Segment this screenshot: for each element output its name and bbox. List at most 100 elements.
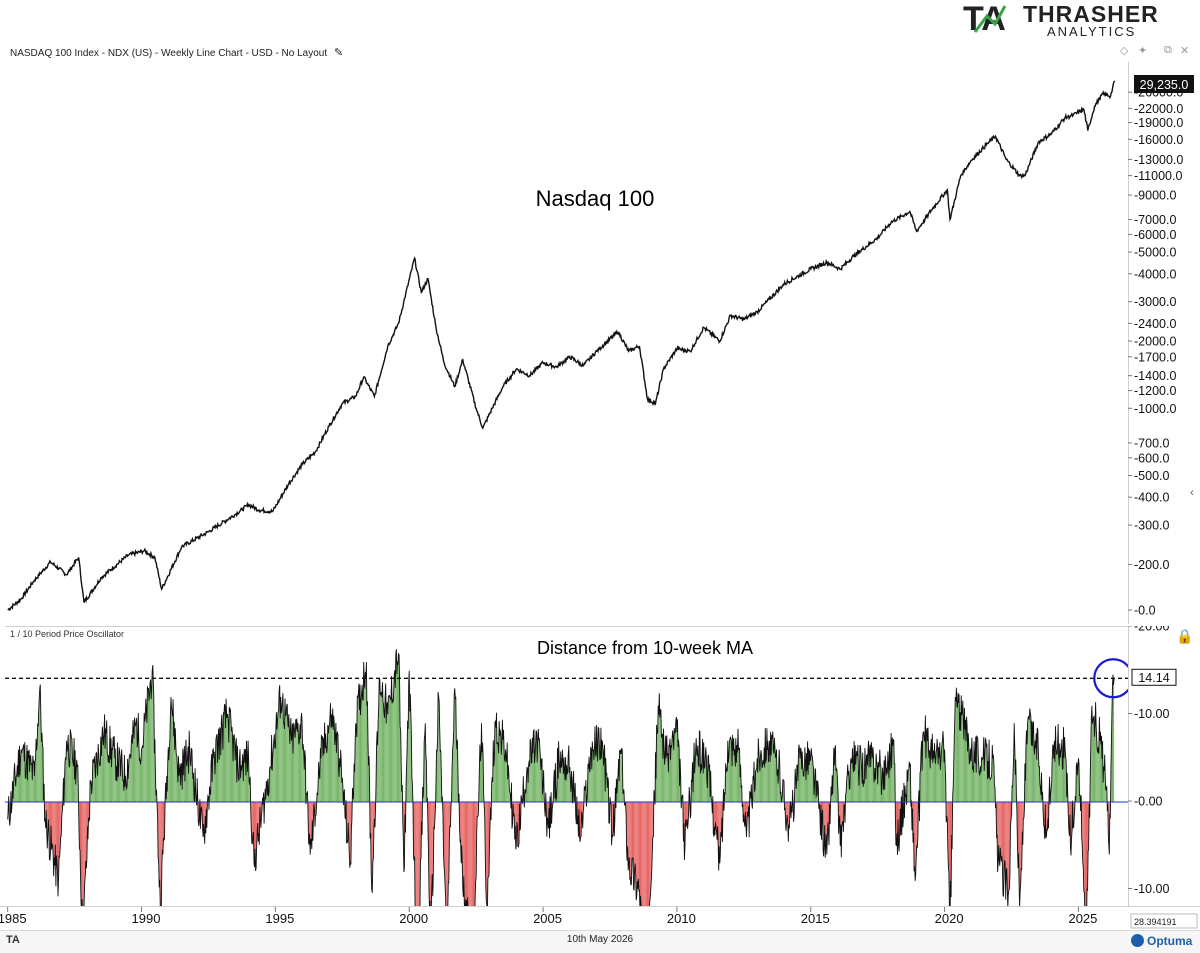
oscillator-area-segment: [1097, 747, 1099, 802]
diamond-icon[interactable]: ◇: [1120, 45, 1129, 57]
oscillator-area-segment: [650, 802, 652, 891]
oscillator-area-segment: [141, 747, 143, 802]
oscillator-panel[interactable]: Distance from 10-week MA: [5, 626, 1134, 953]
oscillator-area-segment: [810, 748, 812, 802]
oscillator-area-segment: [290, 718, 291, 802]
oscillator-area-segment: [273, 741, 274, 802]
lock-icon[interactable]: 🔒: [1176, 628, 1193, 645]
oscillator-area-segment: [454, 688, 456, 802]
oscillator-area-segment: [381, 682, 383, 802]
oscillator-area-segment: [928, 751, 930, 802]
oscillator-area-segment: [99, 765, 101, 802]
oscillator-area-segment: [464, 802, 466, 918]
oscillator-area-segment: [431, 802, 433, 890]
oscillator-area-segment: [1006, 802, 1008, 888]
oscillator-area-segment: [283, 722, 284, 802]
oscillator-area-segment: [584, 787, 586, 802]
oscillator-area-segment: [416, 802, 417, 953]
restore-icon[interactable]: ⧉: [1164, 44, 1172, 56]
oscillator-area-segment: [131, 734, 133, 802]
oscillator-area-segment: [447, 802, 448, 910]
oscillator-area-segment: [701, 764, 702, 802]
oscillator-area-segment: [956, 706, 958, 802]
oscillator-area-segment: [285, 715, 287, 802]
oscillator-area-segment: [674, 728, 675, 802]
oscillator-area-segment: [147, 686, 148, 802]
oscillator-area-segment: [633, 802, 635, 891]
collapse-arrow-icon[interactable]: ‹: [1190, 485, 1194, 499]
oscillator-area-segment: [636, 802, 638, 896]
oscillator-area-segment: [287, 720, 289, 802]
oscillator-area-segment: [1046, 802, 1047, 837]
oscillator-area-segment: [36, 738, 37, 802]
pin-icon[interactable]: ✦: [1138, 45, 1148, 57]
osc-tick-label: -20.00: [1134, 626, 1169, 634]
oscillator-area-segment: [1004, 802, 1005, 872]
x-tick-label: 2015: [801, 911, 830, 926]
oscillator-area-segment: [233, 734, 235, 802]
oscillator-area-segment: [1057, 744, 1058, 802]
oscillator-area-segment: [142, 746, 144, 802]
oscillator-area-segment: [21, 749, 23, 802]
oscillator-area-segment: [130, 755, 131, 802]
oscillator-area-segment: [186, 763, 188, 802]
oscillator-area-segment: [84, 802, 86, 881]
oscillator-area-segment: [658, 705, 659, 802]
oscillator-area-segment: [390, 698, 392, 802]
oscillator-area-segment: [392, 699, 393, 802]
oscillator-area-segment: [506, 757, 507, 802]
oscillator-area-segment: [985, 739, 987, 802]
oscillator-area-segment: [499, 721, 500, 802]
oscillator-title: 1 / 10 Period Price Oscillator: [10, 629, 125, 639]
logo-sub: ANALYTICS: [1047, 24, 1136, 39]
oscillator-area-segment: [502, 719, 503, 802]
oscillator-area-segment: [333, 715, 334, 802]
oscillator-area-segment: [72, 758, 73, 802]
oscillator-area-segment: [430, 802, 432, 942]
oscillator-area-segment: [364, 671, 366, 802]
oscillator-area-segment: [140, 759, 141, 802]
oscillator-area-segment: [227, 714, 229, 802]
oscillator-area-segment: [360, 701, 362, 802]
oscillator-area-segment: [639, 802, 640, 912]
oscillator-area-segment: [729, 736, 731, 802]
oscillator-area-segment: [964, 719, 966, 802]
oscillator-area-segment: [1000, 802, 1002, 862]
oscillator-area-segment: [171, 708, 173, 802]
oscillator-area-segment: [645, 802, 646, 936]
oscillator-area-segment: [429, 802, 431, 911]
oscillator-area-segment: [659, 710, 661, 802]
oscillator-area-segment: [126, 785, 128, 802]
oscillator-area-segment: [638, 802, 639, 892]
oscillator-area-segment: [397, 653, 399, 802]
oscillator-area-segment: [644, 802, 645, 953]
oscillator-area-segment: [754, 789, 756, 802]
price-panel[interactable]: Nasdaq 100: [5, 62, 1129, 624]
oscillator-area-segment: [395, 649, 397, 802]
oscillator-area-segment: [288, 714, 289, 802]
close-icon[interactable]: ✕: [1180, 45, 1190, 57]
oscillator-area-segment: [229, 706, 230, 802]
price-tick-label: -1000.0: [1134, 402, 1176, 416]
oscillator-area-segment: [84, 802, 85, 900]
oscillator-area-segment: [417, 802, 419, 953]
oscillator-area-segment: [622, 793, 624, 802]
price-tick-label: -11000.0: [1134, 169, 1182, 183]
oscillator-area-segment: [958, 694, 960, 802]
oscillator-area-segment: [1098, 747, 1099, 802]
oscillator-area-segment: [800, 747, 801, 802]
oscillator-area-segment: [886, 767, 888, 802]
oscillator-area-segment: [437, 738, 438, 802]
oscillator-area-segment: [493, 757, 495, 802]
oscillator-area-segment: [54, 802, 55, 866]
price-tick-label: -4000.0: [1134, 267, 1176, 281]
oscillator-area-segment: [1112, 674, 1114, 802]
edit-pencil-icon[interactable]: ✎: [333, 47, 344, 59]
oscillator-area-segment: [648, 802, 650, 915]
oscillator-area-segment: [145, 698, 146, 802]
oscillator-area-segment: [1055, 748, 1057, 802]
oscillator-area-segment: [660, 709, 661, 802]
oscillator-area-segment: [300, 724, 301, 802]
oscillator-area-segment: [497, 742, 499, 802]
oscillator-area-segment: [396, 661, 398, 802]
